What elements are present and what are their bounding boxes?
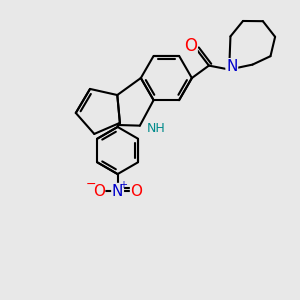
Text: NH: NH bbox=[147, 122, 166, 135]
Text: N: N bbox=[226, 59, 238, 74]
Text: +: + bbox=[119, 179, 127, 190]
Text: O: O bbox=[130, 184, 142, 199]
Text: −: − bbox=[86, 178, 97, 191]
Text: O: O bbox=[93, 184, 105, 199]
Text: N: N bbox=[112, 184, 123, 199]
Text: O: O bbox=[184, 37, 197, 55]
